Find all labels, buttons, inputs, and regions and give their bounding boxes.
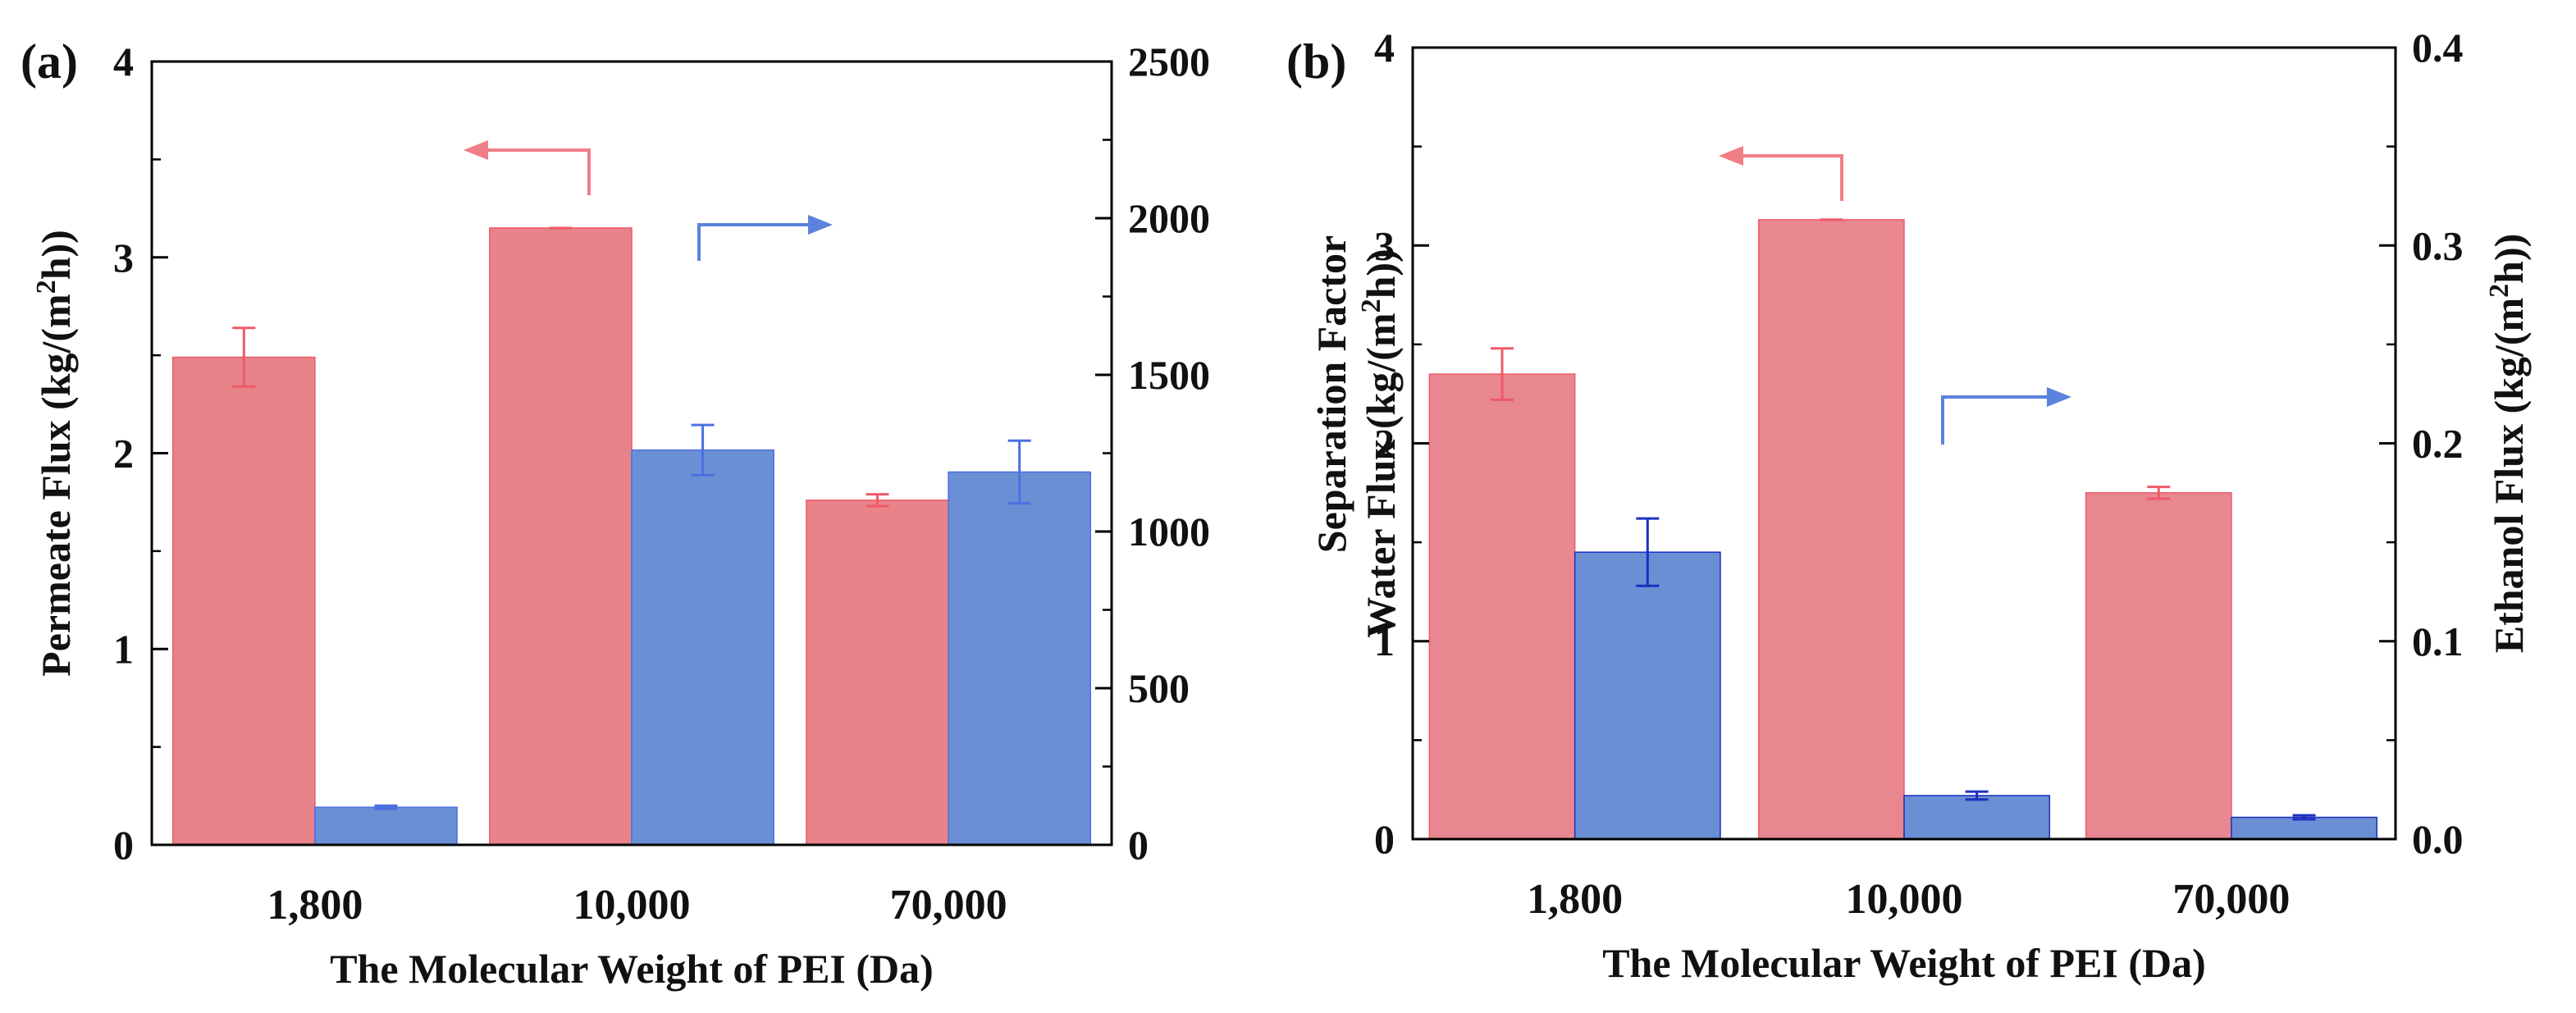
panel-a-right-tick-label: 0 [1128, 822, 1149, 868]
panel-a-left-axis-arrow [464, 140, 591, 195]
panel-b-bar-ethanol-flux-2 [1903, 795, 2051, 840]
panel-a-category-label: 10,000 [573, 882, 691, 929]
axis-title-main: Water Flux (kg/(m [1358, 313, 1404, 637]
panel-b-error-bar-water-flux-3 [2147, 486, 2171, 500]
panel-b-right-axis-title: Ethanol Flux (kg/(m2h)) [2484, 234, 2532, 654]
panel-b-right-tick-label: 0.2 [2412, 421, 2464, 467]
panel-a-bar-permeate-flux-2 [489, 227, 633, 846]
arrow-head [464, 140, 488, 160]
axis-title-superscript: 2 [31, 280, 62, 294]
panel-b-bar-water-flux-2 [1757, 219, 1905, 840]
panel-b-right-tick-label: 0.0 [2412, 816, 2464, 862]
panel-b-error-bar-ethanol-flux-3 [2292, 814, 2316, 821]
arrow-head [2047, 387, 2071, 407]
axis-title-superscript: 2 [2484, 284, 2514, 298]
panel-a-chart: 0 1 2 3 4 0 500 1000 1500 2000 2500 1,800 10,000 70,0… [21, 34, 1210, 992]
panel-b-panel-label: (b) [1286, 34, 1346, 89]
panel-a-left-tick-label: 2 [113, 431, 134, 477]
panel-b-left-axis-arrow [1719, 146, 1843, 201]
panel-b-bar-ethanol-flux-3 [2231, 816, 2377, 840]
panel-b-error-bar-water-flux-1 [1491, 347, 1514, 401]
panel-a-bar-separation-factor-1 [314, 806, 458, 846]
arrow-head [1719, 146, 1743, 166]
panel-b-category-label: 10,000 [1846, 876, 1963, 923]
panel-a-right-tick-label: 1000 [1128, 509, 1210, 554]
panel-a-panel-label: (a) [21, 34, 78, 89]
axis-title-end: h)) [1358, 249, 1404, 299]
panel-a-category-label: 1,800 [267, 882, 363, 929]
panel-a-category-label: 70,000 [890, 882, 1007, 929]
axis-title-main: Ethanol Flux (kg/(m [2486, 298, 2532, 653]
axis-title-end: h)) [33, 230, 79, 280]
panel-a-right-axis-arrow [697, 215, 833, 261]
panel-a-error-bar-permeate-flux-3 [866, 493, 889, 508]
panel-a-bar-permeate-flux-1 [171, 356, 316, 846]
arrow-head [808, 215, 833, 235]
panel-a-left-tick-label: 0 [113, 822, 134, 868]
panel-b-left-axis-title: Water Flux (kg/(m2h)) [1356, 249, 1404, 637]
panel-a-right-tick-label: 2500 [1128, 39, 1210, 84]
panel-b-left-tick-label: 0 [1374, 816, 1395, 862]
panel-b-bar-water-flux-1 [1428, 373, 1576, 840]
axis-title-end: h)) [2486, 234, 2532, 284]
arrow-path [697, 223, 812, 261]
panel-a-right-tick-label: 2000 [1128, 195, 1210, 241]
panel-b-error-bar-ethanol-flux-2 [1965, 790, 1989, 801]
panel-a-left-tick-label: 3 [113, 235, 134, 281]
panel-b-chart: 0 1 2 3 4 0.0 0.1 0.2 0.3 0.4 1,800 10,000 70,000 The… [1286, 25, 2532, 986]
panel-a-bar-separation-factor-2 [631, 449, 774, 846]
panel-a-error-bar-separation-factor-3 [1007, 439, 1031, 505]
axis-title-main: Permeate Flux (kg/(m [33, 294, 79, 677]
panel-b-left-tick-label: 2 [1374, 421, 1395, 467]
arrow-path [1739, 154, 1843, 201]
panel-a-left-tick-label: 1 [113, 626, 134, 672]
panel-b-x-axis-title: The Molecular Weight of PEI (Da) [1602, 940, 2206, 986]
panel-b-right-axis-arrow [1941, 387, 2071, 445]
panel-a-right-tick-label: 1500 [1128, 352, 1210, 398]
arrow-path [1941, 395, 2051, 445]
panel-b-right-tick-label: 0.3 [2412, 222, 2464, 268]
panel-a-right-tick-label: 500 [1128, 665, 1190, 711]
panel-a-bar-separation-factor-3 [948, 471, 1092, 846]
panel-b-bar-ethanol-flux-1 [1573, 551, 1721, 840]
axis-title-superscript: 2 [1356, 299, 1386, 313]
panel-a-error-bar-permeate-flux-1 [232, 326, 256, 388]
panel-b-left-axis-title-top: Separation Factor [1309, 235, 1354, 553]
panel-b-error-bar-ethanol-flux-1 [1636, 517, 1660, 587]
panel-b-right-tick-label: 0.1 [2412, 618, 2464, 664]
panel-a-left-tick-label: 4 [113, 39, 134, 84]
panel-b-left-tick-label: 4 [1374, 25, 1395, 71]
panel-b-left-tick-label: 1 [1374, 618, 1395, 664]
panel-b-right-tick-label: 0.4 [2412, 25, 2464, 71]
panel-a-x-axis-title: The Molecular Weight of PEI (Da) [330, 946, 934, 992]
panel-a-bar-permeate-flux-3 [806, 500, 949, 846]
panel-b-category-label: 1,800 [1527, 876, 1623, 923]
panel-a-error-bar-separation-factor-1 [374, 804, 398, 810]
arrow-path [484, 148, 591, 195]
panel-a-error-bar-separation-factor-2 [691, 423, 715, 477]
panel-b-bar-water-flux-3 [2085, 492, 2232, 840]
panel-b-category-label: 70,000 [2172, 876, 2290, 923]
panel-a-left-axis-title: Permeate Flux (kg/(m2h)) [31, 230, 79, 677]
panel-b-left-tick-label: 3 [1374, 222, 1395, 268]
